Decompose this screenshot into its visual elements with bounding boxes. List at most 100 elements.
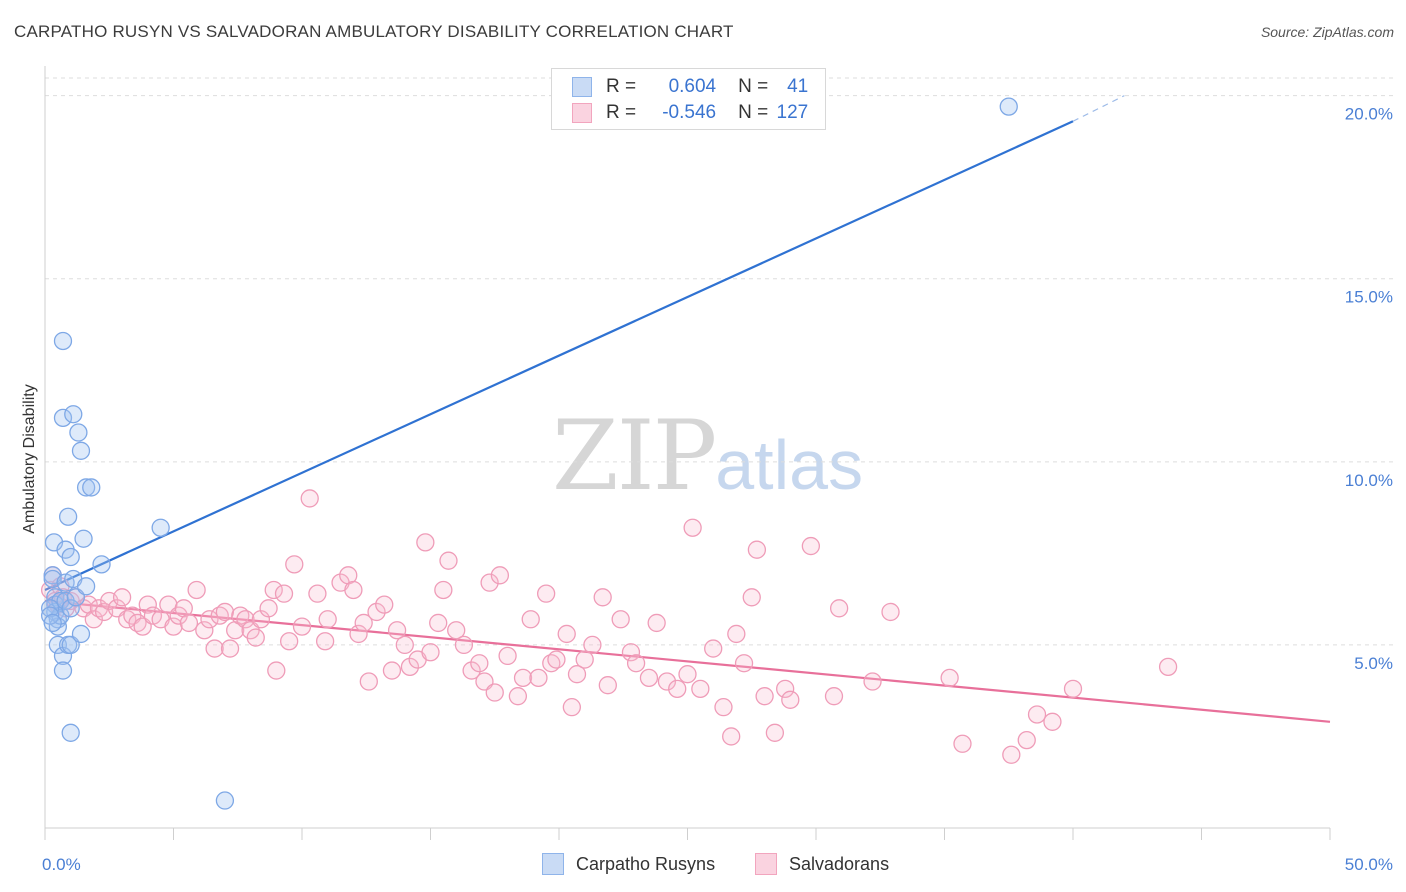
salvadoran-point (187, 580, 206, 600)
watermark-zip: ZIP (552, 400, 717, 512)
chart-title: CARPATHO RUSYN VS SALVADORAN AMBULATORY … (14, 22, 734, 41)
salvadoran-point (454, 635, 474, 655)
carpatho-point (40, 599, 60, 618)
legend-r-value: -0.546 (662, 102, 717, 123)
salvadoran-point (575, 650, 594, 669)
salvadoran-point (84, 610, 103, 629)
salvadoran-point (678, 665, 697, 684)
salvadoran-point (359, 672, 378, 691)
salvadoran-point (557, 624, 576, 644)
salvadoran-point (668, 679, 687, 699)
bottom-legend-carpatho: Carpatho Rusyns (542, 851, 715, 877)
salvadoran-point (274, 584, 294, 603)
salvadoran-point (447, 621, 466, 640)
carpatho-point (40, 606, 60, 625)
legend-r-value: 0.604 (668, 76, 717, 97)
carpatho-point (53, 331, 73, 351)
salvadoran-point (621, 643, 641, 662)
salvadoran-point (138, 595, 157, 614)
carpatho-point (76, 577, 96, 596)
salvadoran-point (863, 672, 882, 691)
salvadoran-point (416, 533, 435, 552)
salvadoran-point (1158, 657, 1178, 677)
carpatho-point (61, 599, 80, 618)
salvadoran-point (567, 665, 587, 684)
salvadoran-point (205, 639, 224, 658)
salvadoran-point (164, 617, 183, 636)
salvadoran-point (259, 599, 278, 618)
salvadoran-point (195, 621, 214, 640)
salvadoran-point (776, 679, 795, 699)
salvadoran-point (508, 687, 528, 706)
x-tick-label: 0.0% (42, 855, 81, 874)
carpatho-point (58, 507, 78, 526)
salvadoran-point (639, 668, 659, 688)
salvadoran-point (367, 602, 386, 622)
salvadoran-point (529, 668, 548, 688)
y-tick-label: 15.0% (1345, 288, 1393, 307)
carpatho-point (999, 97, 1018, 116)
salvadoran-point (429, 613, 448, 633)
salvadoran-point (344, 580, 363, 600)
salvadoran-point (292, 617, 312, 636)
salvadoran-point (470, 654, 489, 673)
salvadoran-point (434, 580, 453, 600)
salvadoran-point (881, 602, 900, 622)
carpatho-trend-line (44, 120, 1074, 591)
salvadoran-point (485, 683, 504, 702)
salvadoran-point (1027, 705, 1047, 724)
salvadoran-point (395, 635, 414, 655)
salvadoran-point (611, 610, 630, 629)
watermark: ZIPatlas (552, 400, 863, 512)
salvadoran-point (421, 643, 440, 662)
carpatho-point (71, 624, 91, 644)
salvadoran-point (734, 654, 754, 673)
legend-r-label: R = (606, 76, 637, 97)
axis-layer (44, 66, 1331, 840)
salvadoran-point (521, 610, 540, 629)
salvadoran-point (781, 690, 800, 709)
salvadoran-point (824, 687, 844, 706)
salvadoran-point (354, 613, 373, 633)
carpatho-point (215, 791, 235, 810)
salvadoran-point (704, 639, 723, 658)
grid-layer (45, 77, 1395, 646)
y-axis-label: Ambulatory Disability (21, 384, 38, 533)
salvadoran-point (264, 580, 283, 600)
salvadoran-point (801, 536, 821, 556)
legend-row-carpatho: R = 0.604 N = 41 (572, 74, 808, 100)
salvadoran-point (462, 661, 481, 680)
salvadoran-point (742, 588, 761, 607)
salvadoran-point (583, 635, 602, 655)
salvadoran-point (722, 727, 741, 746)
salvadoran-point (598, 676, 617, 695)
salvadoran-point (953, 734, 972, 753)
salvadoran-point (490, 566, 510, 585)
salvadoran-point (657, 672, 677, 691)
salvadoran-point (400, 657, 420, 677)
salvadoran-point (537, 584, 556, 603)
salvadoran-trend-line (44, 599, 1331, 723)
x-tick-label: 50.0% (1345, 855, 1393, 874)
carpatho-point (51, 591, 70, 611)
salvadoran-point (179, 613, 199, 633)
source-label: Source: ZipAtlas.com (1260, 24, 1394, 40)
watermark-atlas: atlas (715, 426, 864, 504)
salvadoran-point (375, 595, 394, 614)
salvadoran-point (1063, 679, 1083, 699)
correlation-legend: R = 0.604 N = 41 R = -0.546 N = 127 (551, 68, 826, 130)
legend-n-value: 41 (787, 76, 809, 97)
salvadoran-point (513, 668, 533, 688)
bottom-legend-swatch-salvadoran (755, 853, 777, 875)
salvadoran-point (714, 698, 733, 717)
salvadoran-point (439, 551, 458, 570)
salvadoran-point (220, 639, 240, 658)
legend-r-label: R = (606, 102, 637, 123)
trend-layer (44, 95, 1331, 723)
bottom-legend-swatch-carpatho (542, 853, 564, 875)
carpatho-point (43, 613, 62, 633)
salvadoran-point (300, 489, 319, 508)
carpatho-point (64, 405, 83, 424)
salvadoran-point (315, 632, 335, 651)
salvadoran-point (1017, 730, 1036, 750)
